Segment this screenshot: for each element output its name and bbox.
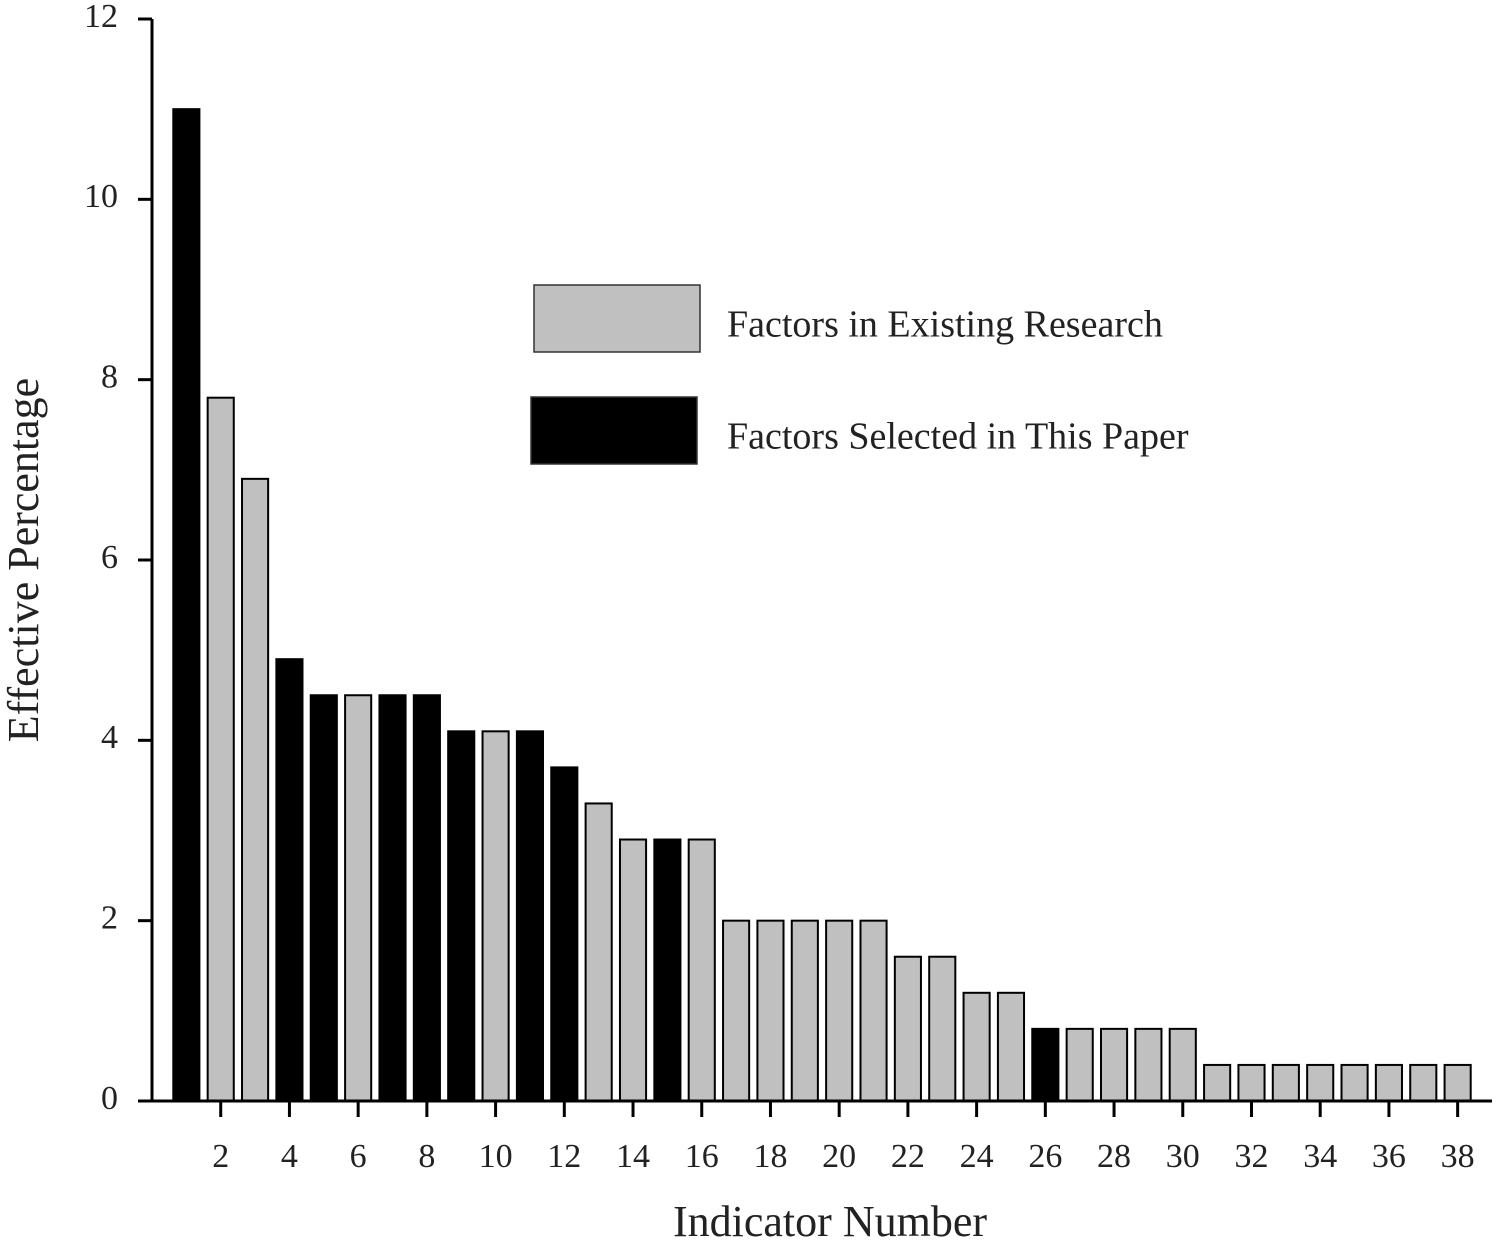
y-tick-label: 12: [84, 0, 118, 35]
bar: [1168, 1027, 1197, 1103]
bar: [344, 694, 373, 1102]
x-tick-label: 30: [1166, 1138, 1200, 1175]
x-tick-label: 26: [1028, 1138, 1062, 1175]
y-tick-label: 10: [84, 178, 118, 215]
bar: [825, 919, 854, 1103]
bar: [1443, 1063, 1472, 1103]
bar: [412, 694, 441, 1102]
x-tick-label: 36: [1372, 1138, 1406, 1175]
bar: [1134, 1027, 1163, 1103]
x-tick-label: 2: [212, 1138, 229, 1175]
bar: [1374, 1063, 1403, 1103]
bar: [584, 802, 613, 1102]
legend-label: Factors Selected in This Paper: [727, 416, 1189, 458]
x-tick-label: 32: [1234, 1138, 1268, 1175]
y-tick-label: 0: [101, 1080, 118, 1117]
bar: [515, 730, 545, 1102]
bar: [1237, 1063, 1266, 1103]
y-axis-title: Effective Percentage: [0, 378, 48, 742]
bar: [447, 730, 476, 1102]
x-tick-label: 22: [891, 1138, 925, 1175]
bar: [618, 838, 648, 1102]
x-tick-label: 10: [479, 1138, 513, 1175]
x-tick-label: 4: [281, 1138, 298, 1175]
bar: [722, 919, 751, 1103]
bar: [206, 396, 235, 1102]
x-tick-label: 8: [418, 1138, 435, 1175]
bar: [928, 955, 957, 1102]
bar: [893, 955, 922, 1102]
y-tick-label: 2: [101, 899, 118, 936]
bar: [653, 838, 682, 1102]
bar: [962, 991, 991, 1102]
x-tick-label: 28: [1097, 1138, 1131, 1175]
bar: [481, 730, 510, 1102]
legend-swatch: [533, 284, 701, 353]
bar: [756, 919, 785, 1103]
bar: [550, 766, 579, 1103]
bar: [1409, 1063, 1438, 1103]
legend-label: Factors in Existing Research: [727, 304, 1163, 346]
x-tick-label: 12: [547, 1138, 581, 1175]
x-tick-label: 6: [350, 1138, 367, 1175]
bar: [172, 108, 201, 1102]
legend-swatch: [530, 396, 698, 465]
bar: [1271, 1063, 1300, 1103]
bar: [790, 919, 819, 1103]
y-tick-label: 6: [101, 539, 118, 576]
x-tick-label: 24: [960, 1138, 994, 1175]
bar: [275, 658, 304, 1103]
bar: [378, 694, 407, 1102]
bar: [996, 991, 1026, 1102]
bar: [1065, 1027, 1094, 1103]
bar: [1031, 1027, 1060, 1103]
bar: [1203, 1063, 1232, 1103]
bar: [1340, 1063, 1369, 1103]
x-tick-label: 16: [685, 1138, 719, 1175]
x-tick-label: 14: [616, 1138, 650, 1175]
x-axis-title: Indicator Number: [673, 1197, 987, 1246]
y-tick-label: 4: [101, 719, 118, 756]
bar: [241, 477, 270, 1103]
x-tick-label: 34: [1303, 1138, 1337, 1175]
x-tick-label: 38: [1441, 1138, 1475, 1175]
bar: [859, 919, 888, 1103]
bar: [1099, 1027, 1129, 1103]
y-tick-label: 8: [101, 358, 118, 395]
x-tick-label: 20: [822, 1138, 856, 1175]
bar: [687, 838, 716, 1102]
bar: [309, 694, 338, 1102]
bar: [1306, 1063, 1335, 1103]
x-tick-label: 18: [753, 1138, 787, 1175]
